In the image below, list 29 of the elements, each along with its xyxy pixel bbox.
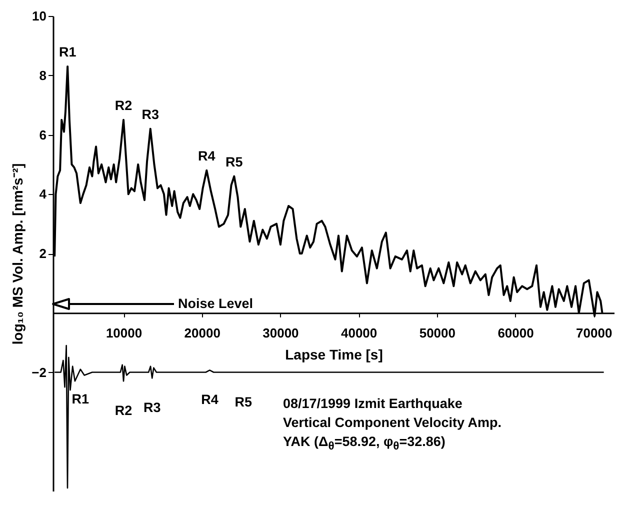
- annotation: R2: [114, 403, 132, 418]
- x-tick-label: 30000: [262, 325, 299, 340]
- annotation: R4: [198, 148, 216, 164]
- annotation: R5: [234, 394, 253, 410]
- annotation: Noise Level: [178, 296, 254, 311]
- x-tick-label: 40000: [340, 325, 378, 340]
- annotation: Vertical Component Velocity Amp.: [283, 414, 502, 432]
- annotation: R1: [72, 391, 90, 406]
- annotation: R3: [143, 400, 162, 416]
- x-tick-label: 50000: [419, 325, 456, 340]
- x-axis-title: Lapse Time [s]: [285, 346, 383, 362]
- annotation: R1: [58, 44, 77, 60]
- y-axis-title: log₁₀ MS Vol. Amp. [nm²s⁻²]: [10, 163, 26, 345]
- x-tick-label: 60000: [498, 325, 534, 340]
- annotation: R4: [201, 392, 219, 408]
- annotation: 08/17/1999 Izmit Earthquake: [283, 395, 464, 413]
- annotation: R2: [114, 98, 132, 113]
- x-tick-label: 20000: [184, 325, 220, 340]
- x-tick-label: 70000: [576, 325, 612, 340]
- annotation: YAK (Δ$_{θ}$=58.92, φ$_{θ}$=32.86): [283, 433, 446, 455]
- x-tick-label: 10000: [106, 325, 142, 340]
- y-tick-label: 4: [39, 186, 48, 202]
- y-tick-label: 10: [32, 8, 46, 24]
- y-tick-label: 8: [39, 68, 46, 83]
- y-tick-label: −2: [32, 364, 46, 380]
- y-tick-label: 6: [39, 127, 46, 142]
- annotation: R5: [226, 154, 244, 170]
- y-tick-label: 2: [39, 246, 46, 261]
- annotation: R3: [142, 106, 160, 122]
